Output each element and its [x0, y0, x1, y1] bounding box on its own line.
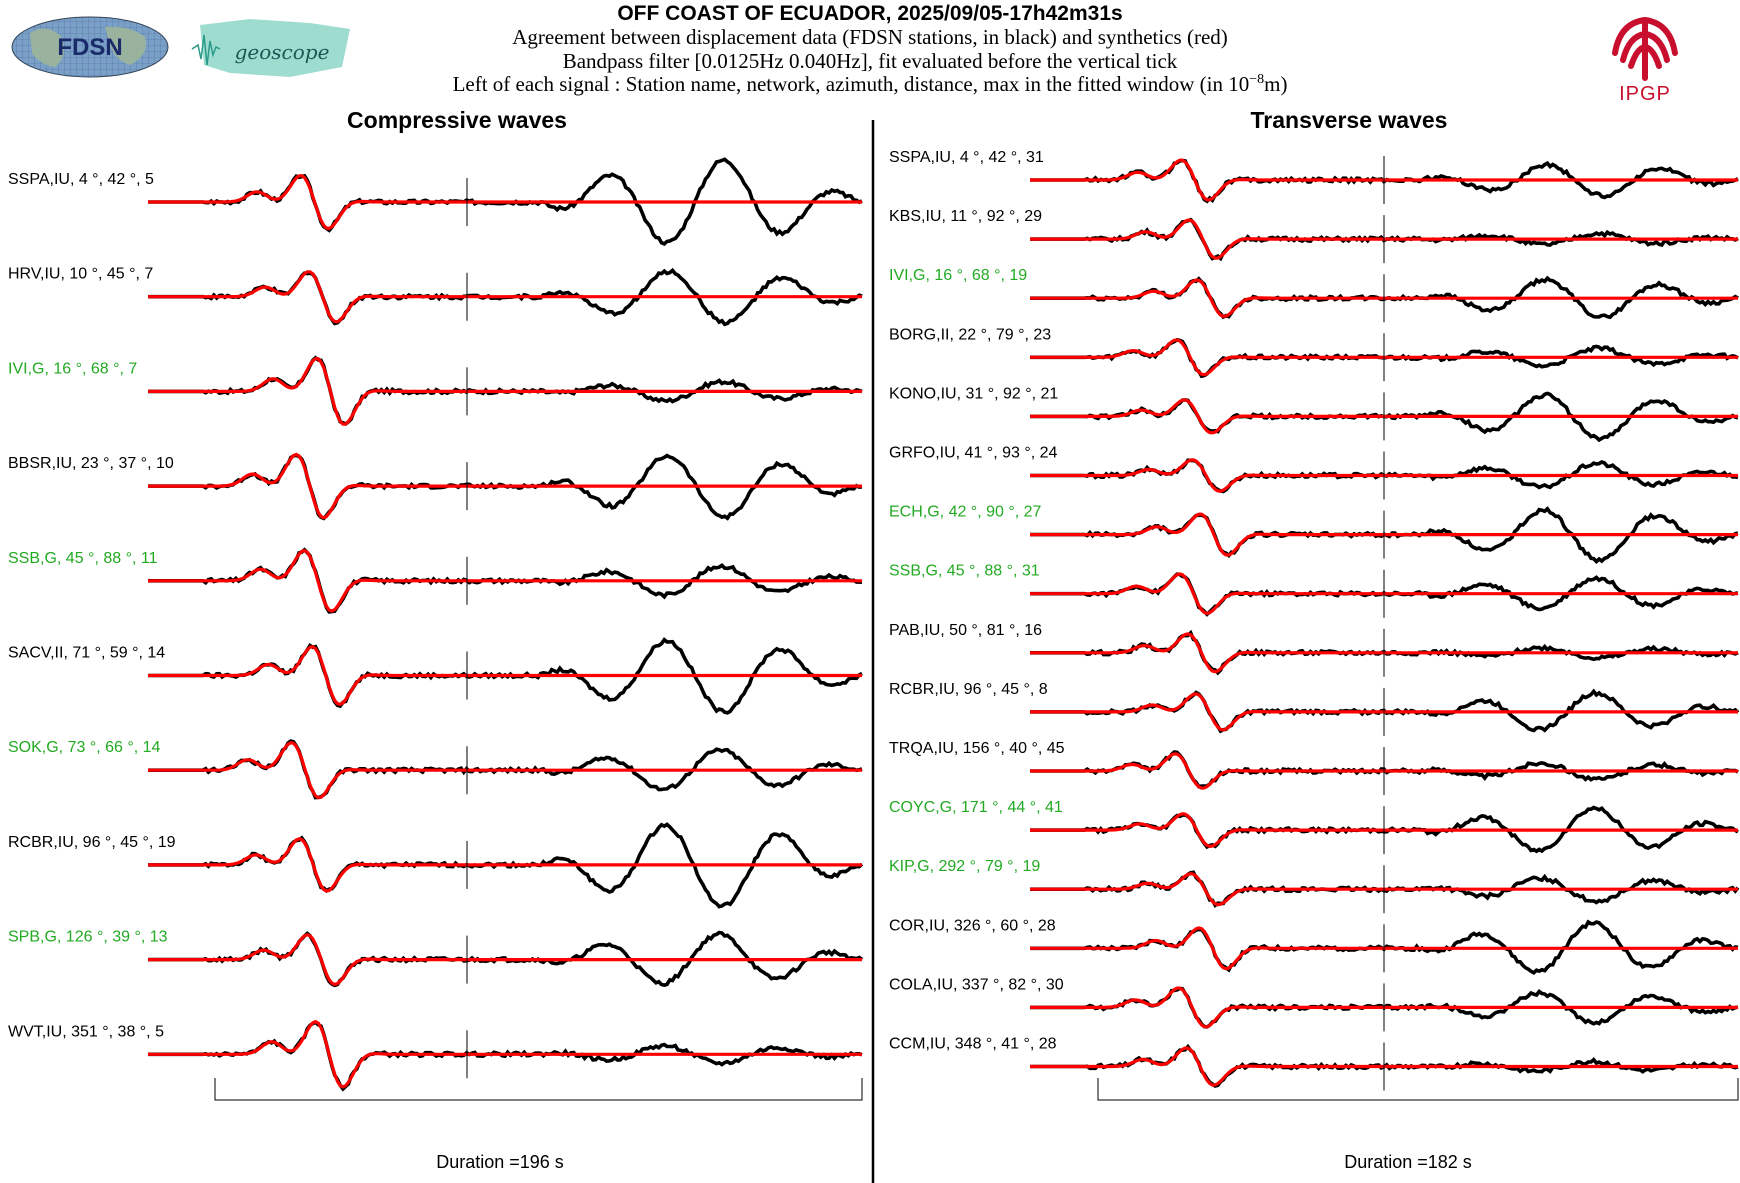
- station-label: BORG,II, 22 °, 79 °, 23: [889, 326, 1051, 343]
- ipgp-logo-text: IPGP: [1619, 83, 1671, 105]
- station-label: CCM,IU, 348 °, 41 °, 28: [889, 1036, 1057, 1053]
- station-label: COR,IU, 326 °, 60 °, 28: [889, 917, 1056, 934]
- station-label: SSPA,IU, 4 °, 42 °, 5: [8, 171, 154, 188]
- compressive-title: Compressive waves: [347, 107, 567, 133]
- station-label: SSPA,IU, 4 °, 42 °, 31: [889, 149, 1044, 166]
- fdsn-logo-text: FDSN: [57, 34, 122, 61]
- figure-title: OFF COAST OF ECUADOR, 2025/09/05-17h42m3…: [617, 2, 1123, 25]
- station-label: KIP,G, 292 °, 79 °, 19: [889, 858, 1040, 875]
- ipgp-logo: IPGP: [1612, 16, 1678, 105]
- subtitle-line-3-prefix: Left of each signal : Station name, netw…: [452, 72, 1250, 96]
- duration-bracket: [1097, 1078, 1739, 1101]
- transverse-panel: Transverse waves SSPA,IU, 4 °, 42 °, 31 K…: [889, 107, 1740, 1172]
- station-label: WVT,IU, 351 °, 38 °, 5: [8, 1023, 164, 1040]
- station-label: SACV,II, 71 °, 59 °, 14: [8, 645, 165, 662]
- synthetic-trace: [148, 837, 862, 893]
- station-label: IVI,G, 16 °, 68 °, 7: [8, 360, 137, 377]
- station-label: RCBR,IU, 96 °, 45 °, 8: [889, 681, 1048, 698]
- station-label: RCBR,IU, 96 °, 45 °, 19: [8, 834, 176, 851]
- station-label: TRQA,IU, 156 °, 40 °, 45: [889, 740, 1065, 757]
- synthetic-trace: [148, 548, 862, 613]
- station-label: COLA,IU, 337 °, 82 °, 30: [889, 976, 1064, 993]
- station-label: HRV,IU, 10 °, 45 °, 7: [8, 266, 153, 283]
- synthetic-trace: [148, 741, 862, 800]
- synthetic-trace: [148, 270, 862, 324]
- subtitle-line-3-exponent: −8: [1249, 72, 1265, 87]
- station-label: KONO,IU, 31 °, 92 °, 21: [889, 385, 1058, 402]
- synthetic-trace: [148, 173, 862, 231]
- station-label: SOK,G, 73 °, 66 °, 14: [8, 739, 161, 756]
- synthetic-trace: [148, 452, 862, 520]
- synthetic-trace: [148, 356, 862, 426]
- transverse-title: Transverse waves: [1251, 107, 1448, 133]
- station-label: BBSR,IU, 23 °, 37 °, 10: [8, 455, 174, 472]
- geoscope-logo: geoscope: [191, 19, 350, 77]
- geoscope-logo-text: geoscope: [235, 40, 330, 64]
- duration-bracket: [214, 1078, 863, 1101]
- compressive-panel: Compressive waves SSPA,IU, 4 °, 42 °, 5 H…: [8, 107, 864, 1172]
- station-label: GRFO,IU, 41 °, 93 °, 24: [889, 445, 1058, 462]
- station-label: COYC,G, 171 °, 44 °, 41: [889, 799, 1063, 816]
- synthetic-trace: [148, 1019, 862, 1089]
- subtitle-line-1: Agreement between displacement data (FDS…: [512, 25, 1228, 49]
- synthetic-trace: [148, 933, 862, 987]
- subtitle-line-3-suffix: m): [1264, 72, 1288, 96]
- station-label: SSB,G, 45 °, 88 °, 31: [889, 563, 1040, 580]
- subtitle-line-3: Left of each signal : Station name, netw…: [0, 72, 1740, 97]
- duration-label: Duration =182 s: [1344, 1152, 1472, 1172]
- fdsn-logo: FDSN: [11, 16, 169, 78]
- subtitle-line-2: Bandpass filter [0.0125Hz 0.040Hz], fit …: [562, 49, 1178, 73]
- station-label: IVI,G, 16 °, 68 °, 19: [889, 267, 1027, 284]
- duration-label: Duration =196 s: [436, 1152, 564, 1172]
- station-label: SSB,G, 45 °, 88 °, 11: [8, 550, 158, 567]
- station-label: PAB,IU, 50 °, 81 °, 16: [889, 622, 1042, 639]
- station-label: KBS,IU, 11 °, 92 °, 29: [889, 208, 1042, 225]
- synthetic-trace: [148, 645, 862, 706]
- station-label: SPB,G, 126 °, 39 °, 13: [8, 929, 168, 946]
- station-label: ECH,G, 42 °, 90 °, 27: [889, 504, 1042, 521]
